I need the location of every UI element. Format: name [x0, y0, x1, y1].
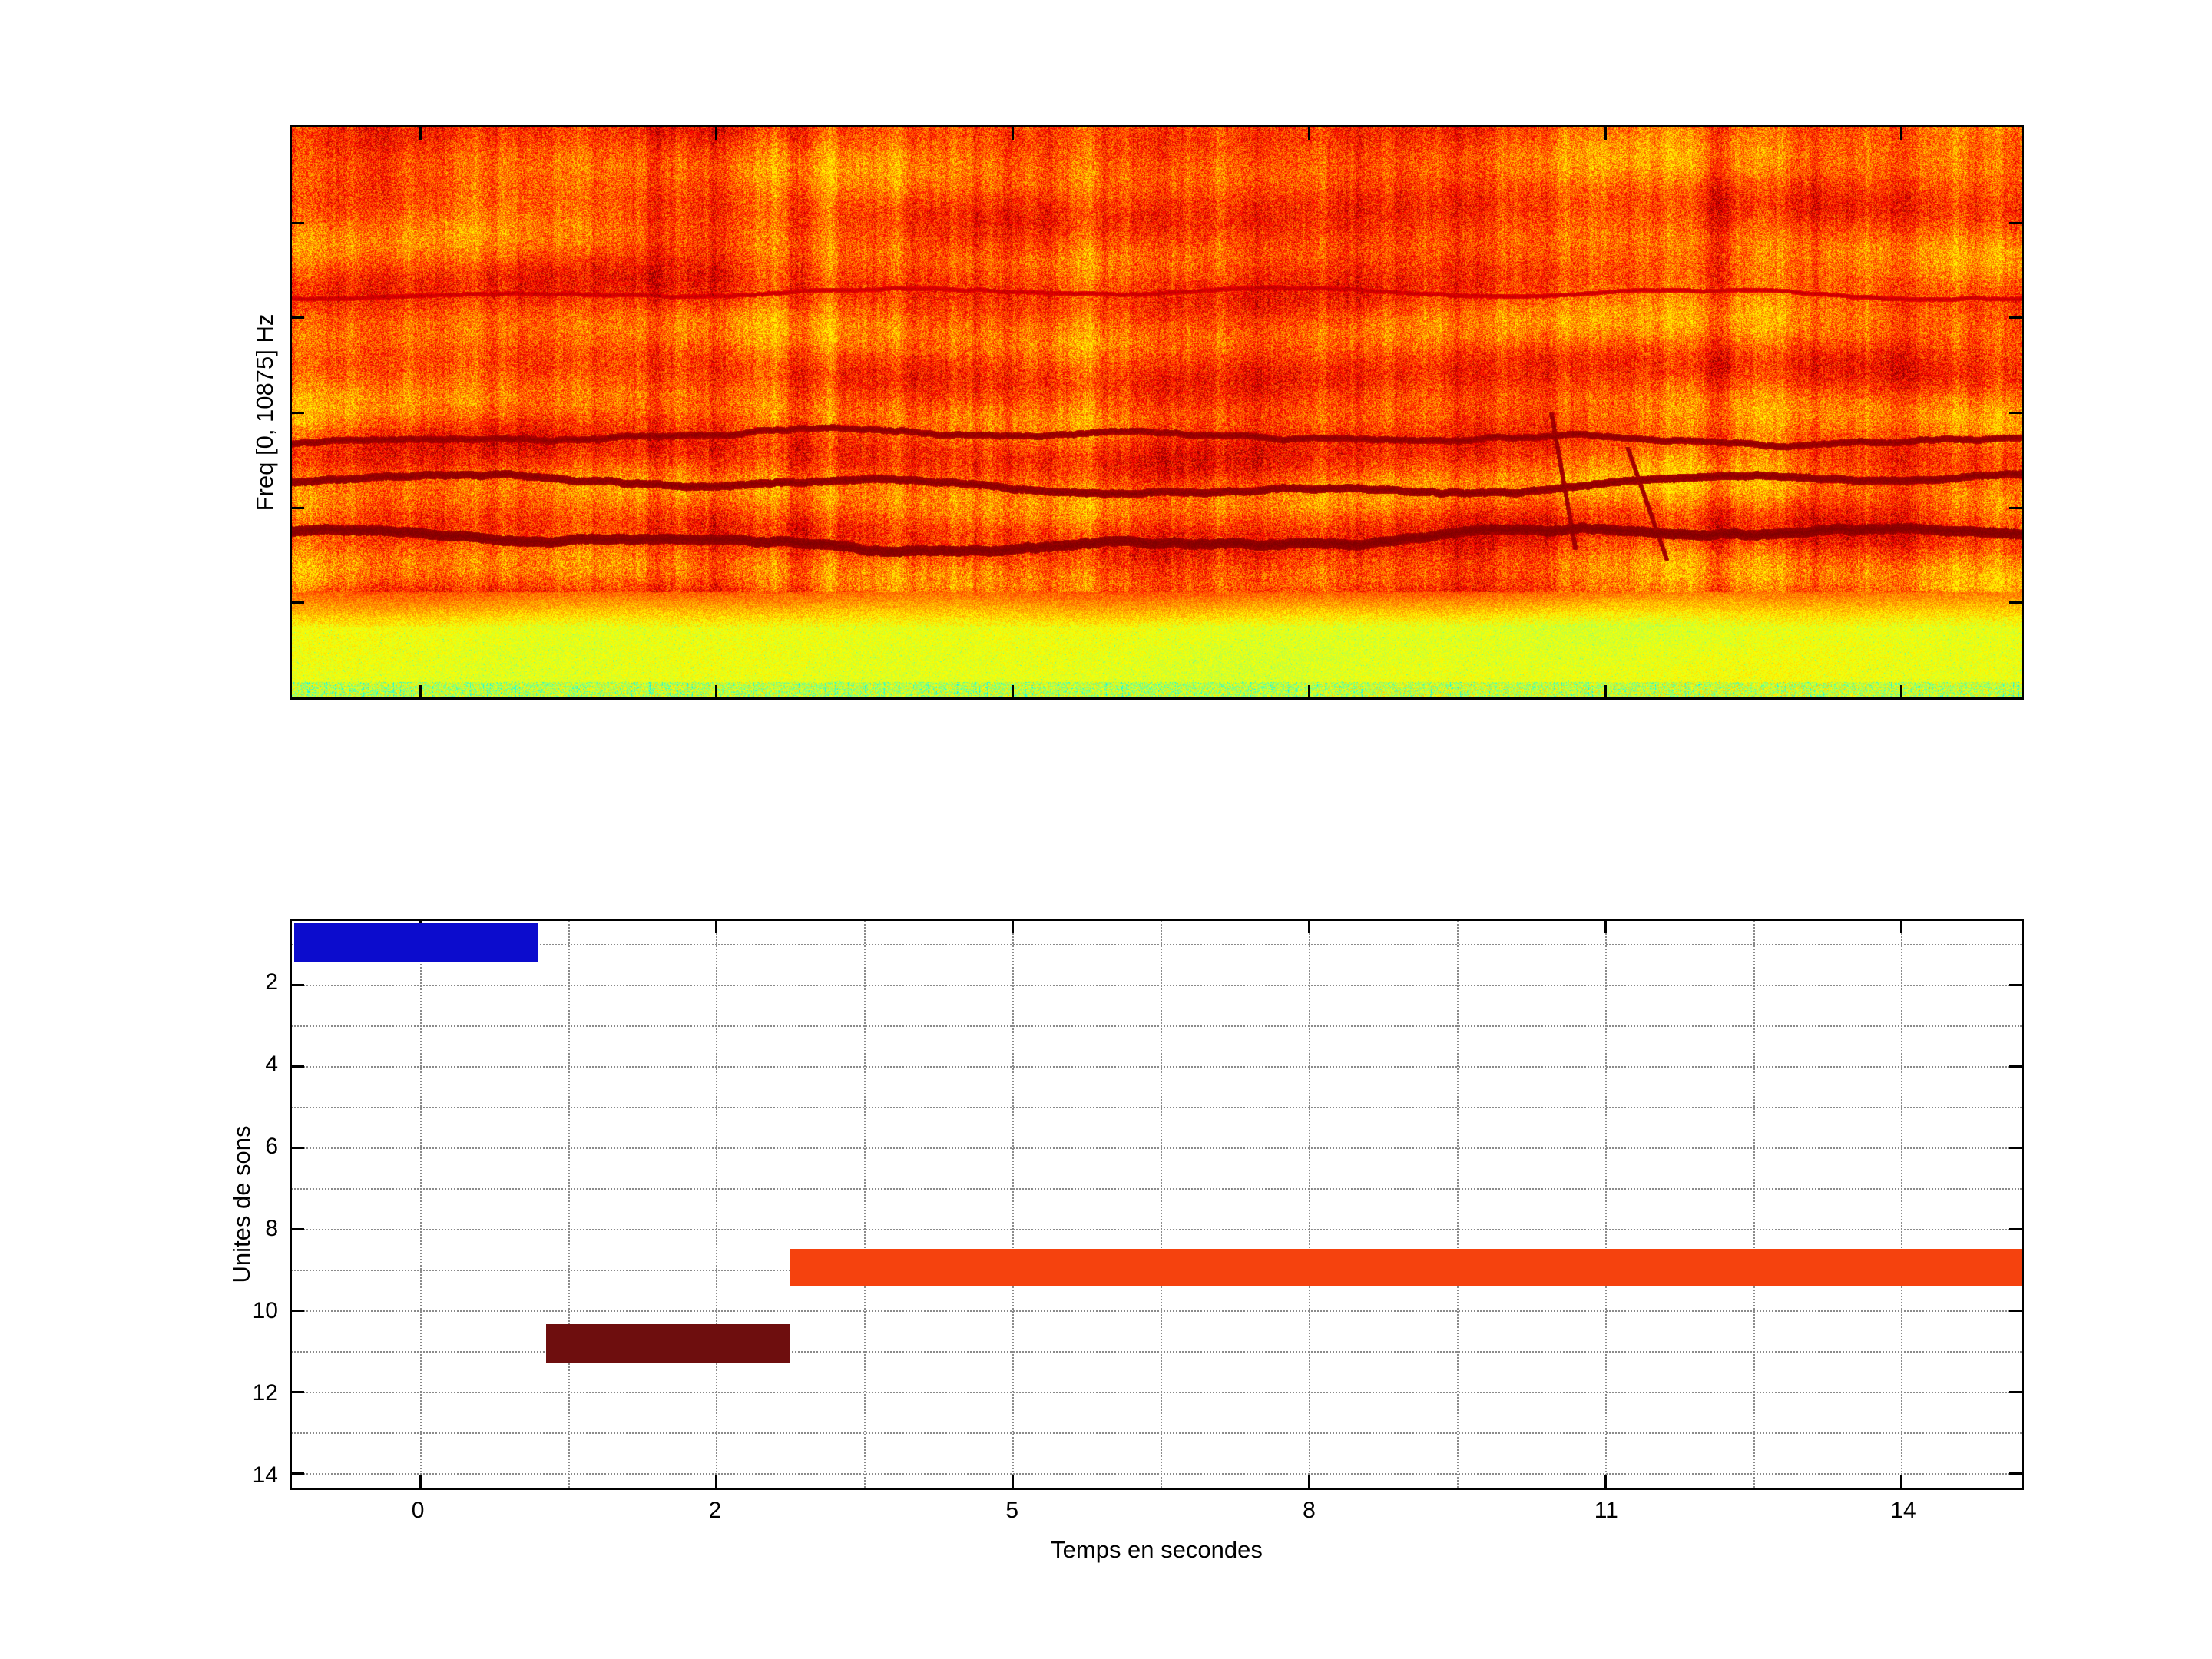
y-gridline	[292, 984, 2022, 986]
spec-x-tick-mark	[1604, 127, 1607, 140]
y-tick-mark	[292, 1065, 304, 1068]
x-tick-mark	[1307, 1475, 1310, 1488]
spec-x-tick-mark	[715, 127, 718, 140]
x-tick-mark	[1900, 1475, 1903, 1488]
sound-unit-segment	[790, 1249, 2022, 1286]
y-tick-label: 8	[265, 1216, 278, 1242]
spec-x-tick-mark	[1900, 127, 1903, 140]
y-tick-mark	[2009, 1472, 2022, 1475]
y-gridline	[292, 1310, 2022, 1312]
y-tick-label: 4	[265, 1051, 278, 1078]
y-gridline	[292, 1065, 2022, 1068]
y-tick-mark	[2009, 1146, 2022, 1149]
x-tick-label: 2	[708, 1498, 722, 1523]
y-tick-label: 6	[265, 1134, 278, 1160]
spec-y-tick-mark	[292, 506, 304, 509]
x-tick-mark	[1012, 921, 1015, 933]
sound-unit-segment	[293, 923, 538, 962]
y-tick-label: 2	[265, 969, 278, 995]
x-gridline	[1753, 921, 1755, 1488]
y-tick-mark	[292, 983, 304, 986]
y-gridline	[292, 1432, 2022, 1434]
x-gridline	[716, 921, 718, 1488]
x-tick-label: 11	[1594, 1498, 1618, 1523]
spec-y-tick-mark	[292, 221, 304, 224]
x-tick-label: 14	[1890, 1498, 1916, 1523]
x-gridline	[1161, 921, 1163, 1488]
spec-y-tick-mark	[292, 412, 304, 414]
spectrogram-image	[292, 127, 2022, 697]
segments-axes	[290, 919, 2024, 1490]
y-gridline	[292, 1391, 2022, 1393]
y-tick-mark	[292, 1390, 304, 1393]
y-gridline	[292, 1106, 2022, 1108]
y-tick-mark	[2009, 1065, 2022, 1068]
y-gridline	[292, 1228, 2022, 1230]
spec-x-tick-mark	[1012, 127, 1015, 140]
spec-x-tick-mark	[1307, 127, 1310, 140]
y-tick-mark	[2009, 1390, 2022, 1393]
x-gridline	[568, 921, 570, 1488]
y-tick-mark	[292, 1146, 304, 1149]
x-tick-mark	[715, 1475, 718, 1488]
x-tick-mark	[1900, 921, 1903, 933]
spectrogram-y-axis-label: Freq [0, 10875] Hz	[251, 313, 278, 512]
x-tick-mark	[1604, 921, 1607, 933]
x-tick-mark	[419, 1475, 422, 1488]
sound-unit-segment	[545, 1324, 790, 1363]
x-gridline	[1308, 921, 1310, 1488]
x-gridline	[1012, 921, 1015, 1488]
y-tick-label: 14	[252, 1462, 278, 1488]
x-gridline	[1901, 921, 1903, 1488]
y-tick-label: 10	[252, 1297, 278, 1323]
spec-x-tick-mark	[1604, 685, 1607, 697]
y-gridline	[292, 1187, 2022, 1190]
spec-y-tick-mark	[292, 316, 304, 320]
y-gridline	[292, 943, 2022, 945]
x-tick-label: 0	[411, 1498, 425, 1523]
x-gridline	[1604, 921, 1607, 1488]
spectrogram-axes	[290, 125, 2024, 700]
x-tick-mark	[1307, 921, 1310, 933]
y-gridline	[292, 1472, 2022, 1475]
x-gridline	[419, 921, 422, 1488]
spec-y-tick-mark	[2009, 601, 2022, 604]
x-tick-mark	[715, 921, 718, 933]
x-gridline	[1456, 921, 1459, 1488]
y-tick-mark	[292, 1472, 304, 1475]
spec-x-tick-mark	[1900, 685, 1903, 697]
y-tick-label: 12	[252, 1379, 278, 1406]
x-gridline	[864, 921, 866, 1488]
x-tick-label: 5	[1005, 1498, 1019, 1523]
spec-y-tick-mark	[2009, 316, 2022, 320]
y-tick-mark	[2009, 1309, 2022, 1312]
spec-x-tick-mark	[715, 685, 718, 697]
y-gridline	[292, 1350, 2022, 1353]
spec-y-tick-mark	[292, 601, 304, 604]
segments-y-axis-label: Unites de sons	[228, 1125, 255, 1283]
spec-y-tick-mark	[2009, 506, 2022, 509]
spec-x-tick-mark	[419, 127, 422, 140]
x-tick-mark	[1012, 1475, 1015, 1488]
spec-x-tick-mark	[1012, 685, 1015, 697]
x-tick-label: 8	[1303, 1498, 1316, 1523]
y-tick-mark	[292, 1227, 304, 1230]
y-gridline	[292, 1025, 2022, 1027]
y-tick-mark	[2009, 1227, 2022, 1230]
y-tick-mark	[292, 1309, 304, 1312]
segments-x-axis-label: Temps en secondes	[1051, 1536, 1263, 1563]
spec-x-tick-mark	[419, 685, 422, 697]
x-tick-mark	[1604, 1475, 1607, 1488]
spec-x-tick-mark	[1307, 685, 1310, 697]
y-gridline	[292, 1147, 2022, 1149]
spec-y-tick-mark	[2009, 412, 2022, 414]
y-tick-mark	[2009, 983, 2022, 986]
spec-y-tick-mark	[2009, 221, 2022, 224]
